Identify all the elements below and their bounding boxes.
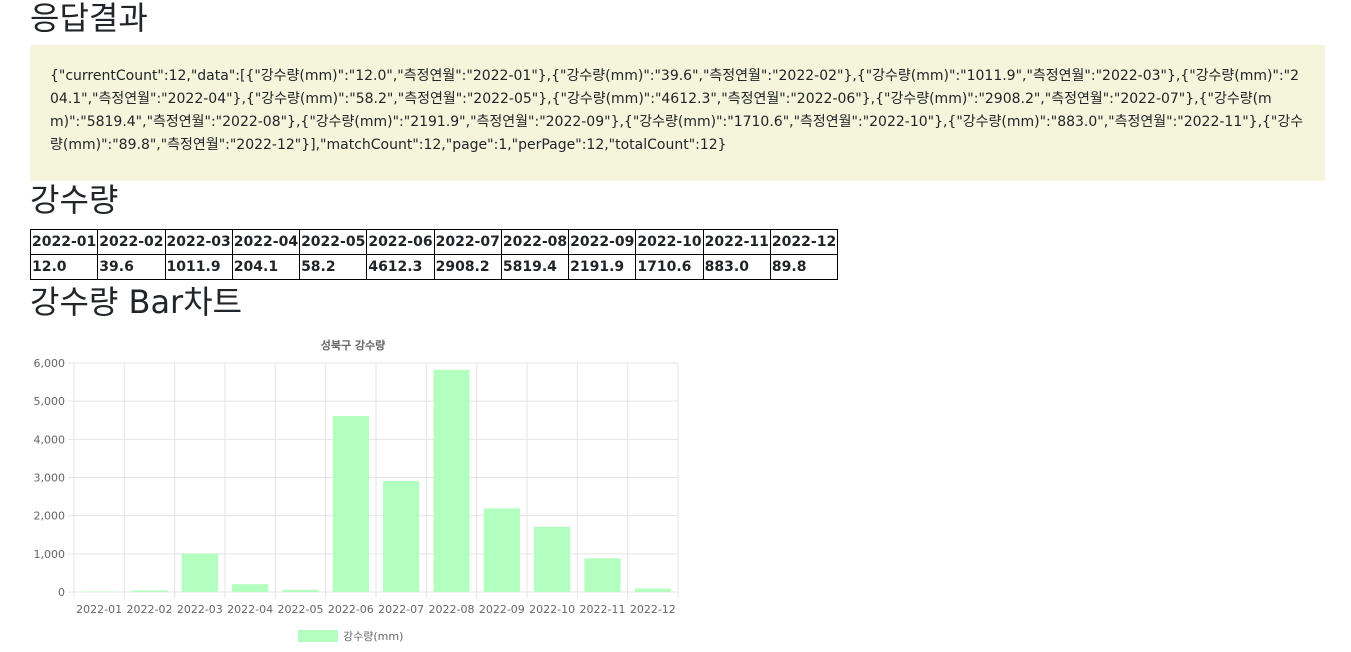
bar bbox=[484, 508, 520, 592]
x-tick-label: 2022-02 bbox=[127, 603, 173, 616]
table-header-cell: 2022-01 bbox=[31, 230, 98, 255]
x-tick-label: 2022-11 bbox=[580, 603, 626, 616]
bar bbox=[534, 527, 570, 592]
x-tick-label: 2022-05 bbox=[278, 603, 324, 616]
table-cell: 5819.4 bbox=[501, 255, 568, 280]
y-tick-label: 6,000 bbox=[34, 357, 66, 370]
legend-label: 강수량(mm) bbox=[343, 630, 403, 643]
y-axis-ticks: 0 1,000 2,000 3,000 4,000 5,000 6,000 bbox=[34, 357, 66, 599]
table-header-cell: 2022-03 bbox=[165, 230, 232, 255]
table-header-cell: 2022-06 bbox=[367, 230, 434, 255]
table-cell: 883.0 bbox=[703, 255, 770, 280]
y-tick-label: 0 bbox=[58, 586, 65, 599]
table-header-cell: 2022-11 bbox=[703, 230, 770, 255]
table-header-cell: 2022-12 bbox=[770, 230, 837, 255]
table-cell: 1710.6 bbox=[636, 255, 703, 280]
x-tick-label: 2022-10 bbox=[529, 603, 575, 616]
bar bbox=[383, 481, 419, 592]
table-cell: 1011.9 bbox=[165, 255, 232, 280]
table-cell: 2191.9 bbox=[569, 255, 636, 280]
table-header-cell: 2022-05 bbox=[300, 230, 367, 255]
rainfall-table-heading: 강수량 bbox=[30, 182, 118, 218]
table-cell: 4612.3 bbox=[367, 255, 434, 280]
y-tick-label: 2,000 bbox=[34, 510, 66, 523]
bar bbox=[635, 589, 671, 592]
bar bbox=[232, 584, 268, 592]
table-header-cell: 2022-08 bbox=[501, 230, 568, 255]
table-cell: 58.2 bbox=[300, 255, 367, 280]
bar bbox=[333, 416, 369, 592]
table-cell: 39.6 bbox=[98, 255, 165, 280]
response-heading: 응답결과 bbox=[30, 0, 148, 36]
table-cell: 2908.2 bbox=[434, 255, 501, 280]
bar bbox=[433, 370, 469, 592]
legend-swatch bbox=[298, 630, 338, 642]
x-tick-label: 2022-04 bbox=[227, 603, 273, 616]
table-header-cell: 2022-07 bbox=[434, 230, 501, 255]
x-axis-ticks: 2022-01 2022-02 2022-03 2022-04 2022-05 2022-… bbox=[76, 603, 676, 616]
y-tick-label: 4,000 bbox=[34, 433, 66, 446]
chart-legend: 강수량(mm) bbox=[298, 630, 403, 643]
chart-title: 성북구 강수량 bbox=[321, 338, 386, 352]
table-header-cell: 2022-09 bbox=[569, 230, 636, 255]
table-header-cell: 2022-10 bbox=[636, 230, 703, 255]
x-tick-label: 2022-07 bbox=[378, 603, 424, 616]
bar bbox=[282, 590, 318, 592]
bar bbox=[584, 558, 620, 592]
x-tick-label: 2022-03 bbox=[177, 603, 223, 616]
y-tick-label: 1,000 bbox=[34, 548, 66, 561]
bar bbox=[131, 590, 167, 592]
y-tick-label: 5,000 bbox=[34, 395, 66, 408]
table-cell: 12.0 bbox=[31, 255, 98, 280]
table-header-cell: 2022-04 bbox=[232, 230, 299, 255]
bar-chart-svg: 성북구 강수량 01,0002,0003,0004,0005,0006,000 … bbox=[30, 330, 690, 648]
table-header-cell: 2022-02 bbox=[98, 230, 165, 255]
table-cell: 89.8 bbox=[770, 255, 837, 280]
x-tick-label: 2022-12 bbox=[630, 603, 676, 616]
table-cell: 204.1 bbox=[232, 255, 299, 280]
response-json-box: {"currentCount":12,"data":[{"강수량(mm)":"1… bbox=[30, 45, 1325, 181]
x-tick-label: 2022-08 bbox=[429, 603, 475, 616]
bar bbox=[182, 553, 218, 592]
x-tick-label: 2022-09 bbox=[479, 603, 525, 616]
y-tick-label: 3,000 bbox=[34, 472, 66, 485]
bar-chart-heading: 강수량 Bar차트 bbox=[30, 284, 242, 320]
x-tick-label: 2022-01 bbox=[76, 603, 122, 616]
x-tick-label: 2022-06 bbox=[328, 603, 374, 616]
